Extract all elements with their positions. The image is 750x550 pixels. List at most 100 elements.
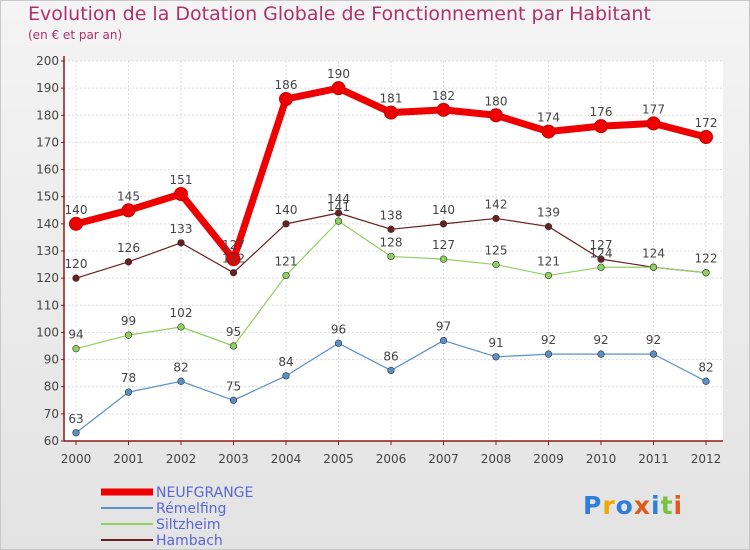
data-point [544, 271, 553, 280]
y-tick-label: 160 [36, 163, 59, 177]
data-point [282, 271, 290, 280]
data-point [177, 239, 185, 247]
data-label: 186 [275, 78, 298, 92]
data-label: 124 [590, 246, 613, 260]
chart-title: Evolution de la Dotation Globale de Fonc… [28, 3, 651, 25]
data-label: 95 [226, 325, 241, 339]
x-tick-label: 2004 [271, 452, 302, 466]
x-tick-label: 2000 [61, 452, 92, 466]
data-label: 86 [383, 349, 398, 363]
logo-letter: i [651, 491, 661, 520]
y-tick-label: 190 [36, 81, 59, 95]
data-label: 141 [327, 200, 350, 214]
data-point [334, 339, 343, 347]
data-point [177, 377, 185, 385]
data-label: 190 [327, 67, 350, 81]
data-point [439, 255, 448, 263]
y-tick-label: 90 [44, 353, 59, 367]
data-label: 142 [485, 197, 508, 211]
x-tick-label: 2012 [691, 452, 722, 466]
data-point [597, 263, 605, 271]
x-tick-label: 2005 [323, 452, 354, 466]
data-point [702, 269, 710, 277]
axis-layer: 60 70 80 90 100 110 120 130 140 150 160 170 180 190 20… [36, 54, 723, 466]
x-tick-label: 2003 [218, 452, 249, 466]
data-point [439, 220, 448, 228]
logo-letter: t [660, 491, 674, 520]
logo-letter: o [615, 491, 634, 520]
data-point [649, 350, 658, 358]
data-point [541, 124, 556, 139]
data-point [387, 225, 395, 233]
y-tick-label: 140 [36, 217, 59, 231]
data-label: 122 [695, 252, 718, 266]
logo-letter: P [583, 491, 603, 520]
y-tick-label: 80 [44, 380, 59, 394]
data-point [439, 336, 448, 345]
data-point [334, 209, 343, 217]
data-label: 140 [432, 203, 455, 217]
data-point [544, 222, 553, 231]
data-point [492, 260, 500, 269]
data-point [124, 388, 133, 396]
data-label: 139 [537, 206, 560, 220]
data-point [279, 92, 293, 106]
data-label: 78 [121, 371, 136, 385]
x-tick-label: 2011 [638, 452, 669, 466]
data-point [649, 263, 658, 271]
data-point [334, 217, 343, 225]
legend-label: NEUFGRANGE [156, 485, 253, 501]
data-label: 176 [590, 105, 613, 119]
data-label: 127 [222, 238, 245, 252]
x-tick-label: 2009 [533, 452, 564, 466]
y-tick-label: 180 [36, 108, 59, 122]
data-point [229, 269, 238, 277]
data-point [282, 372, 290, 380]
y-tick-label: 100 [36, 325, 59, 339]
data-point [124, 258, 133, 266]
legend-label: Hambach [156, 533, 223, 549]
data-point [69, 216, 83, 231]
data-label: 172 [695, 116, 718, 130]
data-label: 122 [222, 252, 245, 266]
data-label: 181 [380, 92, 403, 106]
data-label: 140 [65, 203, 88, 217]
data-point [646, 116, 661, 131]
y-tick-label: 120 [36, 271, 59, 285]
x-tick-label: 2006 [376, 452, 407, 466]
proxiti-logo[interactable]: Proxiti [583, 491, 683, 520]
data-label: 96 [331, 322, 346, 336]
data-point [597, 255, 605, 263]
data-point [331, 81, 346, 96]
legend-label: Rémelfing [156, 501, 226, 517]
data-label: 182 [432, 89, 455, 103]
chart-subtitle: (en € et par an) [28, 28, 123, 42]
data-point [282, 220, 290, 228]
data-point [594, 119, 608, 134]
data-point [436, 102, 451, 117]
data-label: 133 [170, 222, 193, 236]
y-tick-label: 70 [44, 407, 59, 421]
data-point [387, 366, 395, 375]
data-point [387, 252, 395, 261]
logo-letter: r [602, 491, 616, 520]
legend-label: Siltzheim [156, 517, 221, 533]
x-tick-label: 2010 [586, 452, 617, 466]
data-label: 91 [488, 336, 503, 350]
data-label: 140 [275, 203, 298, 217]
data-label: 127 [590, 238, 613, 252]
data-point [124, 331, 133, 339]
data-point [174, 187, 188, 201]
data-point [72, 429, 80, 437]
data-label: 94 [68, 328, 83, 342]
data-label: 121 [537, 254, 560, 268]
data-point [492, 214, 500, 223]
data-label: 144 [327, 192, 350, 206]
data-label: 127 [432, 238, 455, 252]
data-label: 82 [173, 360, 188, 374]
data-label: 84 [278, 355, 293, 369]
logo-letter: x [633, 491, 651, 520]
